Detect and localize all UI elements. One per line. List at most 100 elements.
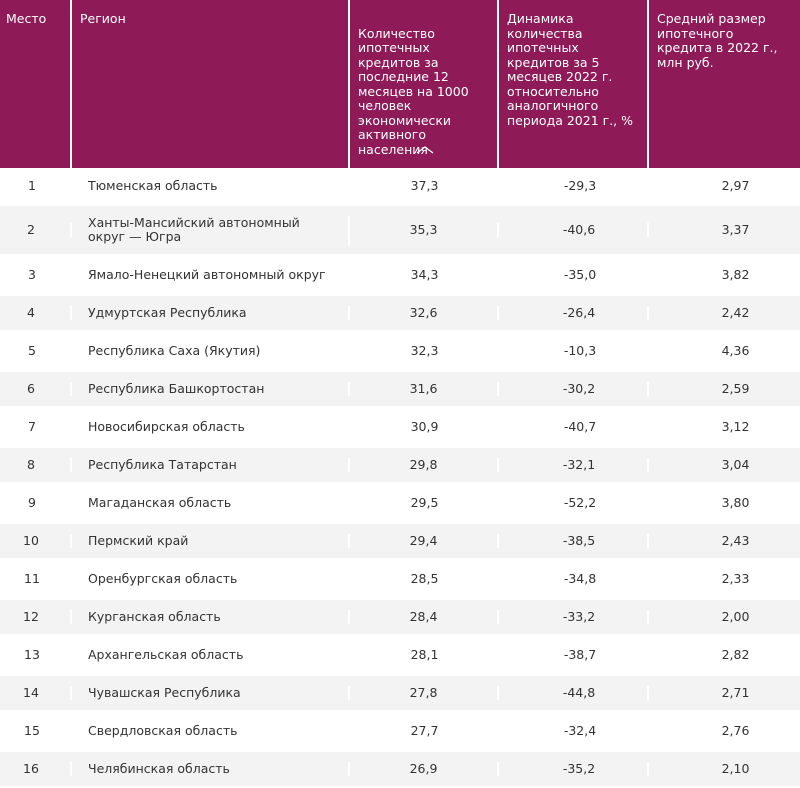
cell-loans-dynamics: -33,2 [499,609,649,625]
table-row: 12 Курганская область 28,4 -33,2 2,00 [0,598,800,636]
header-loans-dynamics[interactable]: Динамика количества ипотечных кредитов з… [499,0,649,168]
cell-average-loan-size: 2,42 [721,304,750,320]
cell-loans-per-1000: 26,9 [350,761,499,777]
table-row: 11 Оренбургская область 28,5 -34,8 2,33 [0,560,800,598]
cell-loans-dynamics: -35,0 [563,266,597,282]
table-row: 6 Республика Башкортостан 31,6 -30,2 2,59 [0,370,800,408]
cell-region: Челябинская область [72,761,350,777]
cell-loans-dynamics: -30,2 [499,381,649,397]
cell-loans-per-1000: 35,3 [350,222,499,238]
header-loans-per-1000[interactable]: Количество ипотечных кредитов за последн… [350,0,499,168]
cell-place: 15 [24,722,40,738]
cell-average-loan-size: 2,76 [721,722,750,738]
cell-average-loan-size: 3,12 [721,418,750,434]
cell-region: Удмуртская Республика [72,305,350,321]
table-header: Место Регион Количество ипотечных кредит… [0,0,800,168]
cell-loans-per-1000: 34,3 [410,266,439,282]
cell-place: 1 [28,177,36,193]
cell-loans-dynamics: -10,3 [563,342,597,358]
cell-average-loan-size: 2,10 [721,760,750,776]
cell-average-loan-size: 3,37 [721,221,750,237]
cell-average-loan-size: 2,71 [721,684,750,700]
cell-place: 5 [28,342,36,358]
cell-region: Оренбургская область [88,570,238,586]
cell-region: Пермский край [72,533,350,549]
cell-loans-per-1000: 32,3 [410,342,439,358]
cell-loans-per-1000: 28,4 [350,609,499,625]
cell-region: Ханты-Мансийский автономный округ — Югра [72,215,350,245]
header-region[interactable]: Регион [72,0,350,168]
cell-region: Архангельская область [88,646,244,662]
cell-place: 4 [0,305,72,321]
cell-loans-per-1000: 27,7 [410,722,439,738]
cell-region: Тюменская область [88,177,218,193]
cell-region: Республика Башкортостан [72,381,350,397]
cell-loans-per-1000: 32,6 [350,305,499,321]
cell-region: Магаданская область [88,494,232,510]
cell-loans-dynamics: -52,2 [563,494,597,510]
table-row: 3 Ямало-Ненецкий автономный округ 34,3 -35,… [0,256,800,294]
cell-place: 14 [0,685,72,701]
table-row: 15 Свердловская область 27,7 -32,4 2,76 [0,712,800,750]
header-place[interactable]: Место [0,0,72,168]
cell-loans-dynamics: -32,1 [499,457,649,473]
table-body: 1 Тюменская область 37,3 -29,3 2,97 2 Ханты-Ма… [0,168,800,788]
cell-loans-per-1000: 29,4 [350,533,499,549]
cell-loans-dynamics: -34,8 [563,570,597,586]
table-row: 10 Пермский край 29,4 -38,5 2,43 [0,522,800,560]
cell-loans-per-1000: 28,5 [410,570,439,586]
cell-region: Курганская область [72,609,350,625]
cell-average-loan-size: 2,82 [721,646,750,662]
cell-loans-per-1000: 37,3 [410,177,439,193]
cell-place: 3 [28,266,36,282]
cell-place: 6 [0,381,72,397]
cell-place: 9 [28,494,36,510]
cell-region: Новосибирская область [88,418,245,434]
cell-place: 2 [0,222,72,238]
cell-region: Ямало-Ненецкий автономный округ [88,266,326,282]
cell-loans-per-1000: 30,9 [410,418,439,434]
cell-region: Чувашская Республика [72,685,350,701]
cell-average-loan-size: 4,36 [721,342,750,358]
header-average-loan-size[interactable]: Средний размер ипотечного кредита в 2022… [657,11,778,70]
table-row: 4 Удмуртская Республика 32,6 -26,4 2,42 [0,294,800,332]
cell-place: 16 [0,761,72,777]
cell-loans-dynamics: -35,2 [499,761,649,777]
cell-average-loan-size: 3,82 [721,266,750,282]
cell-loans-per-1000: 29,5 [410,494,439,510]
table-row: 13 Архангельская область 28,1 -38,7 2,82 [0,636,800,674]
cell-loans-dynamics: -32,4 [563,722,597,738]
cell-average-loan-size: 2,97 [721,177,750,193]
cell-place: 13 [24,646,40,662]
header-loans-per-1000-label: Количество ипотечных кредитов за последн… [358,25,469,157]
cell-loans-dynamics: -40,7 [563,418,597,434]
cell-loans-dynamics: -44,8 [499,685,649,701]
table-row: 14 Чувашская Республика 27,8 -44,8 2,71 [0,674,800,712]
table-row: 8 Республика Татарстан 29,8 -32,1 3,04 [0,446,800,484]
table-row: 7 Новосибирская область 30,9 -40,7 3,12 [0,408,800,446]
cell-average-loan-size: 2,00 [721,608,750,624]
cell-average-loan-size: 2,43 [721,532,750,548]
cell-place: 12 [0,609,72,625]
cell-place: 10 [0,533,72,549]
cell-loans-dynamics: -26,4 [499,305,649,321]
cell-region: Свердловская область [88,722,238,738]
cell-place: 11 [24,570,40,586]
cell-loans-dynamics: -38,7 [563,646,597,662]
table-row: 1 Тюменская область 37,3 -29,3 2,97 [0,168,800,204]
cell-loans-dynamics: -40,6 [499,222,649,238]
table-row: 5 Республика Саха (Якутия) 32,3 -10,3 4,36 [0,332,800,370]
table-row: 16 Челябинская область 26,9 -35,2 2,10 [0,750,800,788]
table-row: 2 Ханты-Мансийский автономный округ — Югр… [0,204,800,256]
cell-average-loan-size: 3,04 [721,456,750,472]
chevron-up-icon[interactable] [416,146,434,154]
cell-loans-per-1000: 27,8 [350,685,499,701]
cell-loans-dynamics: -38,5 [499,533,649,549]
cell-loans-per-1000: 31,6 [350,381,499,397]
cell-average-loan-size: 3,80 [721,494,750,510]
cell-average-loan-size: 2,59 [721,380,750,396]
cell-place: 8 [0,457,72,473]
cell-region: Республика Татарстан [72,457,350,473]
cell-loans-per-1000: 29,8 [350,457,499,473]
